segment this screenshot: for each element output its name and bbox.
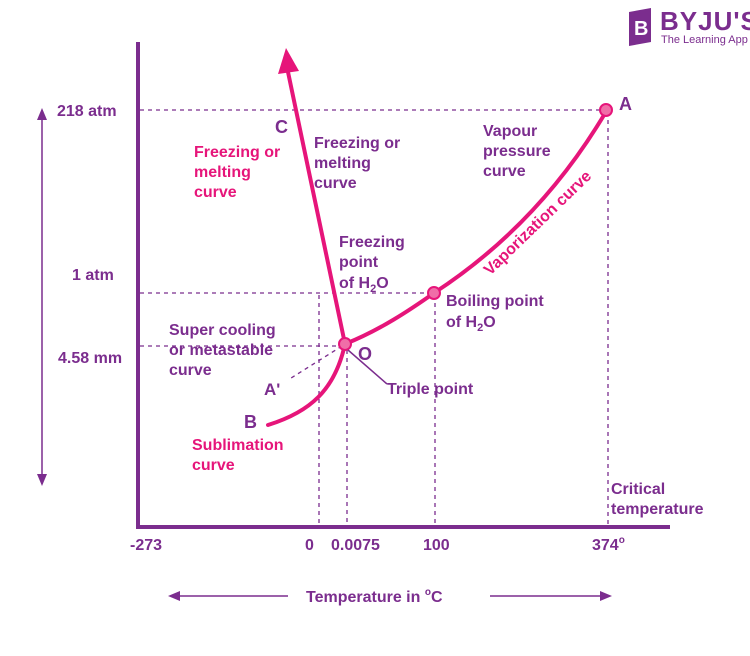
triple-point-label: Triple point bbox=[387, 381, 474, 398]
boiling-point-marker bbox=[427, 286, 441, 300]
temperature-direction-arrows bbox=[168, 591, 612, 601]
vapour-pressure-label: Vapour pressure curve bbox=[483, 123, 555, 180]
point-label-b: B bbox=[244, 412, 257, 432]
triple-point-pointer bbox=[347, 349, 388, 385]
byjus-logo-icon: B bbox=[629, 8, 651, 46]
y-tick-4-58-mm: 4.58 mm bbox=[58, 350, 122, 367]
point-label-a: A bbox=[619, 94, 632, 114]
boiling-point-label: Boiling point of H2O bbox=[446, 293, 548, 334]
sublimation-curve-label: Sublimation curve bbox=[192, 437, 288, 474]
y-tick-1-atm: 1 atm bbox=[72, 267, 114, 284]
x-tick-100: 100 bbox=[423, 537, 450, 554]
point-label-a-prime: A' bbox=[264, 380, 280, 399]
vaporization-curve bbox=[343, 108, 609, 346]
pressure-double-arrow bbox=[37, 108, 47, 486]
freezing-curve-label-purple: Freezing or melting curve bbox=[314, 135, 405, 192]
brand-name: BYJU'S bbox=[660, 6, 750, 36]
guide-supercooling bbox=[287, 345, 343, 381]
x-tick-0-0075: 0.0075 bbox=[331, 537, 380, 554]
vaporization-curve-label: Vaporization curve bbox=[481, 168, 595, 279]
x-tick-374: 374o bbox=[592, 535, 625, 554]
freezing-curve-arrowhead bbox=[278, 48, 299, 74]
freezing-melting-curve bbox=[286, 70, 347, 346]
guide-lines bbox=[140, 109, 609, 525]
super-cooling-label: Super cooling or metastable curve bbox=[169, 322, 280, 379]
point-label-o: O bbox=[358, 344, 372, 364]
phase-curves bbox=[266, 70, 609, 427]
sublimation-curve bbox=[266, 342, 347, 427]
freezing-curve-label-pink: Freezing or melting curve bbox=[194, 144, 285, 201]
critical-temperature-label: Critical temperature bbox=[611, 481, 704, 518]
x-axis-title: Temperature in oC bbox=[306, 587, 443, 606]
y-tick-218-atm: 218 atm bbox=[57, 103, 117, 120]
triple-point-marker bbox=[338, 337, 352, 351]
svg-text:B: B bbox=[634, 18, 648, 40]
x-tick-minus-273: -273 bbox=[130, 537, 162, 554]
x-tick-0: 0 bbox=[305, 537, 314, 554]
brand-tagline: The Learning App bbox=[661, 34, 748, 46]
point-label-c: C bbox=[275, 117, 288, 137]
critical-point-marker bbox=[599, 103, 613, 117]
freezing-point-label: Freezing point of H2O bbox=[339, 234, 409, 295]
